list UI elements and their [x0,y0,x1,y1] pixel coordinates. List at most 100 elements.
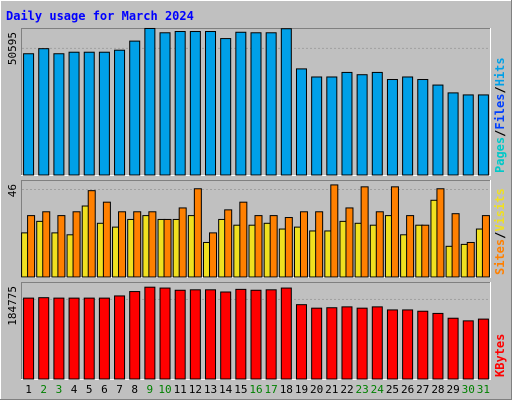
bar-sites-day-28 [436,188,445,278]
day-label-6: 6 [101,383,108,396]
bar-hits-day-20 [311,76,323,176]
bar-sites-day-29 [451,213,460,278]
bar-hits-day-18 [280,28,292,176]
chart-panels: 50595Pages/Files/Hits46Sites/Visits18477… [6,27,507,380]
panel-legend: Sites/Visits [493,188,507,275]
bar-kbytes-day-4 [68,297,80,380]
day-label-20: 20 [310,383,323,396]
bar-kbytes-day-6 [98,297,110,380]
day-label-21: 21 [325,383,338,396]
bar-kbytes-day-1 [23,297,35,380]
bar-kbytes-day-15 [235,288,247,380]
day-label-17: 17 [265,383,278,396]
bar-hits-day-7 [114,49,126,176]
day-label-3: 3 [56,383,63,396]
day-label-4: 4 [71,383,78,396]
day-label-11: 11 [174,383,187,396]
bar-hits-day-1 [23,53,35,176]
bar-kbytes-day-14 [220,291,232,380]
bar-sites-day-22 [345,207,354,278]
bar-hits-day-6 [98,51,110,176]
bar-hits-day-22 [341,71,353,176]
bar-hits-day-26 [402,76,414,176]
bar-sites-day-12 [193,188,202,278]
bar-sites-day-15 [239,201,248,278]
bar-hits-day-29 [447,92,459,176]
day-label-22: 22 [340,383,353,396]
legend-separator: / [493,130,507,137]
bar-kbytes-day-9 [144,286,156,380]
bar-hits-day-31 [477,94,489,176]
day-label-31: 31 [477,383,490,396]
bar-hits-day-5 [83,51,95,176]
bar-kbytes-day-19 [295,304,307,380]
day-label-25: 25 [386,383,399,396]
bar-kbytes-day-24 [371,306,383,380]
bar-hits-day-23 [356,74,368,176]
bar-hits-day-4 [68,51,80,176]
bar-kbytes-day-27 [417,310,429,380]
bar-hits-day-21 [326,76,338,176]
day-label-16: 16 [249,383,262,396]
bar-sites-day-13 [209,232,218,278]
day-label-23: 23 [356,383,369,396]
bar-kbytes-day-18 [280,287,292,380]
bar-kbytes-day-12 [189,289,201,380]
bar-kbytes-day-3 [53,297,65,380]
bar-hits-day-9 [144,27,156,176]
bar-sites-day-18 [284,217,293,278]
chart-title: Daily usage for March 2024 [6,9,194,23]
day-label-24: 24 [371,383,385,396]
day-label-1: 1 [25,383,32,396]
bar-sites-day-31 [481,215,490,278]
bar-sites-day-10 [163,218,172,278]
legend-separator: / [493,86,507,93]
bar-hits-day-25 [386,79,398,176]
day-label-10: 10 [158,383,171,396]
bar-kbytes-day-13 [205,289,217,380]
bar-kbytes-day-21 [326,307,338,380]
panel-kbytes: 184775 KBytes [6,282,507,380]
bar-kbytes-day-22 [341,306,353,380]
day-label-5: 5 [86,383,93,396]
bar-sites-day-4 [72,211,81,278]
bar-hits-day-30 [462,94,474,176]
day-label-18: 18 [280,383,293,396]
panel-scale-label: 46 [6,184,19,197]
panel-scale-label: 184775 [6,286,19,326]
bar-kbytes-day-5 [83,297,95,380]
legend-hits: Hits [493,57,507,86]
bar-kbytes-day-11 [174,289,186,380]
legend-pages: Pages [493,137,507,173]
bar-sites-day-1 [27,215,36,278]
bar-kbytes-day-26 [402,309,414,380]
bar-sites-day-2 [42,211,51,278]
bar-hits-day-3 [53,53,65,176]
bar-sites-day-17 [269,215,278,278]
bar-sites-day-6 [102,201,111,278]
bar-hits-day-16 [250,32,262,176]
day-label-30: 30 [462,383,475,396]
bar-sites-day-24 [375,211,384,278]
legend-files: Files [493,94,507,130]
day-label-7: 7 [116,383,123,396]
bar-kbytes-day-30 [462,320,474,380]
bar-hits-day-17 [265,32,277,176]
bar-hits-day-24 [371,71,383,176]
day-label-27: 27 [416,383,429,396]
bar-hits-day-10 [159,32,171,176]
panel-legend: KBytes [493,334,507,377]
bar-hits-day-11 [174,31,186,176]
bar-sites-day-11 [178,207,187,278]
bar-kbytes-day-2 [38,297,50,380]
bar-hits-day-15 [235,31,247,176]
day-label-19: 19 [295,383,308,396]
bar-sites-day-21 [330,184,339,278]
bar-sites-day-25 [390,186,399,278]
legend-separator: / [493,232,507,239]
bar-hits-day-28 [432,84,444,176]
day-label-14: 14 [219,383,233,396]
bar-hits-day-14 [220,38,232,176]
